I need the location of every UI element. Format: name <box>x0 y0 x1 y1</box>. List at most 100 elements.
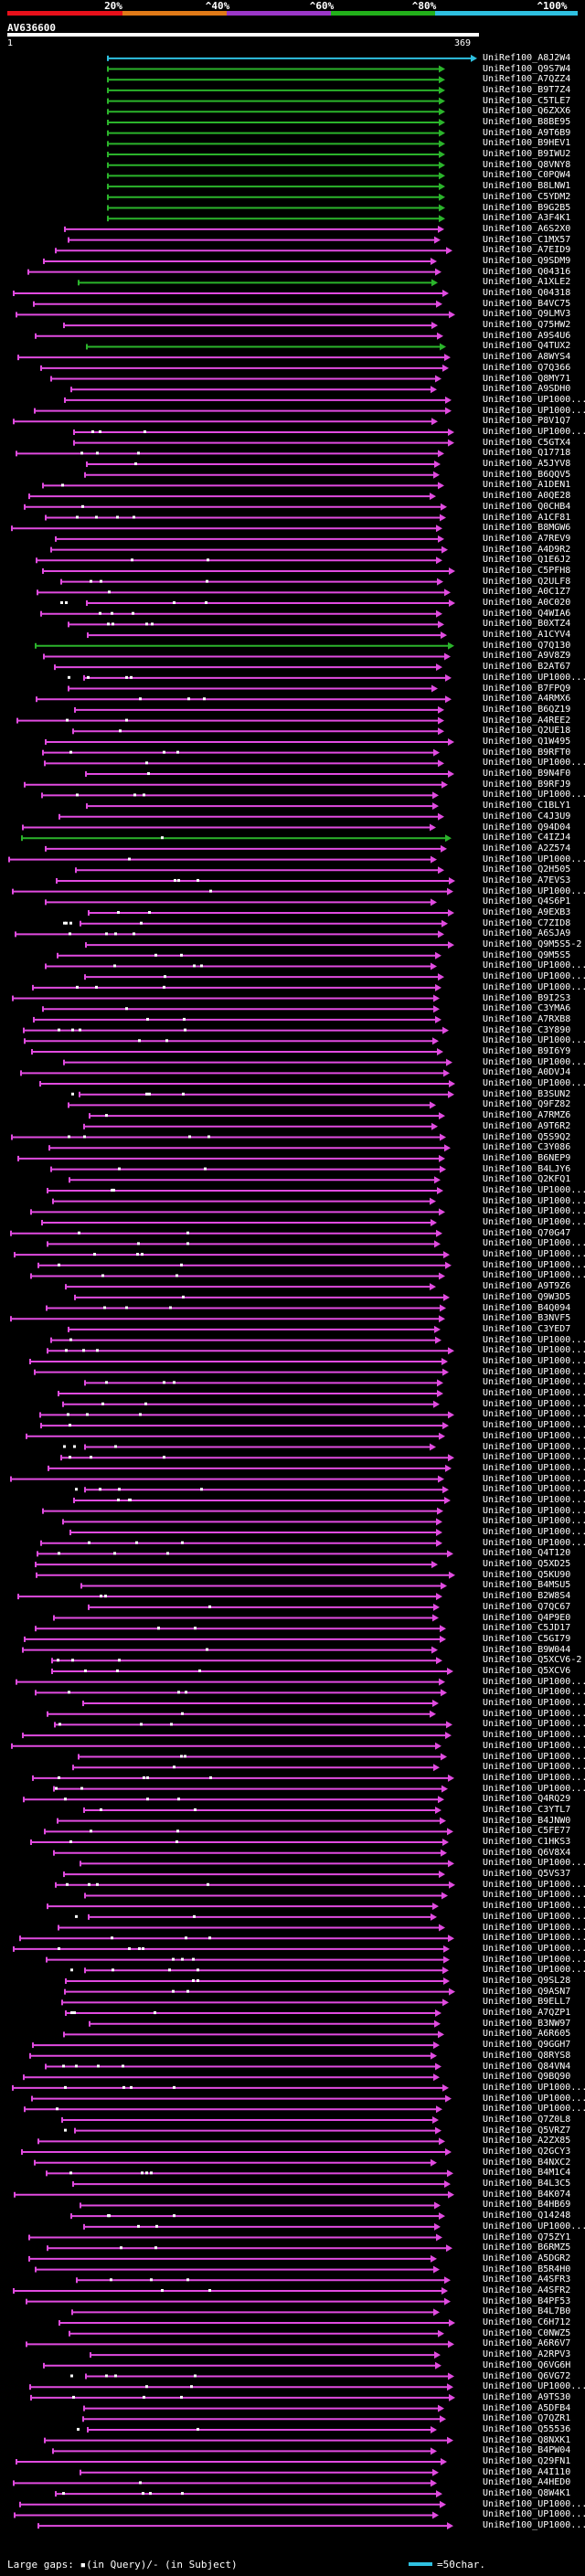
hit-id-link[interactable]: UniRef100_UP1000... <box>483 1462 585 1473</box>
hit-id-link[interactable]: UniRef100_UP1000... <box>483 1516 585 1527</box>
hit-id-link[interactable]: UniRef100_A9EXB3 <box>483 907 571 918</box>
hit-id-link[interactable]: UniRef100_C5PFH8 <box>483 565 571 576</box>
hit-id-link[interactable]: UniRef100_Q9W3D5 <box>483 1291 571 1302</box>
hit-id-link[interactable]: UniRef100_UP1000... <box>483 1890 585 1901</box>
hit-id-link[interactable]: UniRef100_Q84VN4 <box>483 2061 571 2072</box>
hit-id-link[interactable]: UniRef100_A9T9Z6 <box>483 1281 571 1292</box>
hit-id-link[interactable]: UniRef100_Q55536 <box>483 2423 571 2434</box>
hit-id-link[interactable]: UniRef100_C1HKS3 <box>483 1837 571 1848</box>
hit-id-link[interactable]: UniRef100_Q7Q366 <box>483 362 571 373</box>
hit-id-link[interactable]: UniRef100_UP1000... <box>483 2509 585 2520</box>
hit-id-link[interactable]: UniRef100_Q2UE18 <box>483 726 571 737</box>
hit-id-link[interactable]: UniRef100_UP1000... <box>483 1751 585 1762</box>
hit-id-link[interactable]: UniRef100_B8LNW1 <box>483 181 571 192</box>
hit-id-link[interactable]: UniRef100_Q17718 <box>483 448 571 459</box>
hit-id-link[interactable]: UniRef100_UP1000... <box>483 1195 585 1206</box>
hit-id-link[interactable]: UniRef100_A8WYS4 <box>483 352 571 363</box>
hit-id-link[interactable]: UniRef100_A0QE28 <box>483 491 571 502</box>
hit-id-link[interactable]: UniRef100_A3F4K1 <box>483 213 571 224</box>
hit-id-link[interactable]: UniRef100_A8J2W4 <box>483 52 571 63</box>
hit-id-link[interactable]: UniRef100_UP1000... <box>483 1933 585 1944</box>
hit-id-link[interactable]: UniRef100_UP1000... <box>483 1687 585 1698</box>
hit-id-link[interactable]: UniRef100_A7EID9 <box>483 245 571 256</box>
hit-id-link[interactable]: UniRef100_UP1000... <box>483 1334 585 1345</box>
hit-id-link[interactable]: UniRef100_Q9ASN7 <box>483 1986 571 1997</box>
hit-id-link[interactable]: UniRef100_Q5S9Q2 <box>483 1131 571 1142</box>
hit-id-link[interactable]: UniRef100_C4IZJ4 <box>483 832 571 843</box>
hit-id-link[interactable]: UniRef100_C4J3U9 <box>483 811 571 822</box>
hit-id-link[interactable]: UniRef100_C1MX57 <box>483 234 571 245</box>
hit-id-link[interactable]: UniRef100_A2ZX85 <box>483 2136 571 2147</box>
hit-id-link[interactable]: UniRef100_A1CYV4 <box>483 630 571 641</box>
hit-id-link[interactable]: UniRef100_A6R6V7 <box>483 2338 571 2349</box>
hit-id-link[interactable]: UniRef100_A4D9R2 <box>483 544 571 555</box>
hit-id-link[interactable]: UniRef100_A5DGR2 <box>483 2253 571 2263</box>
hit-id-link[interactable]: UniRef100_A5DFB4 <box>483 2402 571 2413</box>
hit-id-link[interactable]: UniRef100_A1DEN1 <box>483 480 571 491</box>
hit-id-link[interactable]: UniRef100_UP1000... <box>483 1494 585 1505</box>
hit-id-link[interactable]: UniRef100_A7QZP1 <box>483 2008 571 2019</box>
hit-id-link[interactable]: UniRef100_UP1000... <box>483 971 585 982</box>
hit-id-link[interactable]: UniRef100_UP1000... <box>483 2498 585 2509</box>
hit-id-link[interactable]: UniRef100_A4RMX6 <box>483 694 571 705</box>
hit-id-link[interactable]: UniRef100_A7RXB8 <box>483 1013 571 1024</box>
hit-id-link[interactable]: UniRef100_UP1000... <box>483 1484 585 1495</box>
hit-id-link[interactable]: UniRef100_UP1000... <box>483 1676 585 1687</box>
hit-id-link[interactable]: UniRef100_UP1000... <box>483 1430 585 1441</box>
hit-id-link[interactable]: UniRef100_UP1000... <box>483 1858 585 1869</box>
hit-id-link[interactable]: UniRef100_Q2ULF8 <box>483 576 571 587</box>
hit-id-link[interactable]: UniRef100_UP1000... <box>483 1954 585 1965</box>
hit-id-link[interactable]: UniRef100_Q8MY71 <box>483 373 571 384</box>
hit-id-link[interactable]: UniRef100_B9I6Y9 <box>483 1045 571 1056</box>
hit-id-link[interactable]: UniRef100_Q5KU90 <box>483 1569 571 1580</box>
hit-id-link[interactable]: UniRef100_B9I2S3 <box>483 992 571 1003</box>
hit-id-link[interactable]: UniRef100_UP1000... <box>483 1719 585 1730</box>
hit-id-link[interactable]: UniRef100_B9IWU2 <box>483 149 571 160</box>
hit-id-link[interactable]: UniRef100_Q2KFQ1 <box>483 1174 571 1185</box>
hit-id-link[interactable]: UniRef100_B4Q094 <box>483 1302 571 1313</box>
hit-id-link[interactable]: UniRef100_Q9SDM9 <box>483 255 571 266</box>
hit-id-link[interactable]: UniRef100_B5R4H0 <box>483 2263 571 2274</box>
hit-id-link[interactable]: UniRef100_A9S4U6 <box>483 330 571 341</box>
hit-id-link[interactable]: UniRef100_UP1000... <box>483 1249 585 1260</box>
hit-id-link[interactable]: UniRef100_B9RFJ9 <box>483 779 571 790</box>
hit-id-link[interactable]: UniRef100_A7EVS3 <box>483 875 571 885</box>
hit-id-link[interactable]: UniRef100_C5GI79 <box>483 1633 571 1644</box>
hit-id-link[interactable]: UniRef100_B3NVF5 <box>483 1313 571 1324</box>
hit-id-link[interactable]: UniRef100_B3SUN2 <box>483 1088 571 1099</box>
hit-id-link[interactable]: UniRef100_UP1000... <box>483 1708 585 1719</box>
hit-id-link[interactable]: UniRef100_Q5VRZ7 <box>483 2125 571 2136</box>
hit-id-link[interactable]: UniRef100_A9SDH0 <box>483 384 571 395</box>
hit-id-link[interactable]: UniRef100_Q9GGH7 <box>483 2040 571 2051</box>
hit-id-link[interactable]: UniRef100_Q1W495 <box>483 736 571 747</box>
hit-id-link[interactable]: UniRef100_A4REE2 <box>483 715 571 726</box>
hit-id-link[interactable]: UniRef100_B4NXC2 <box>483 2157 571 2168</box>
hit-id-link[interactable]: UniRef100_B8MGW6 <box>483 523 571 534</box>
hit-id-link[interactable]: UniRef100_UP1000... <box>483 2221 585 2231</box>
hit-id-link[interactable]: UniRef100_UP1000... <box>483 1409 585 1420</box>
hit-id-link[interactable]: UniRef100_B6RMZ5 <box>483 2242 571 2253</box>
hit-id-link[interactable]: UniRef100_B2W8S4 <box>483 1591 571 1602</box>
hit-id-link[interactable]: UniRef100_UP1000... <box>483 1527 585 1538</box>
hit-id-link[interactable]: UniRef100_Q7QZR1 <box>483 2413 571 2424</box>
hit-id-link[interactable]: UniRef100_B4MSU5 <box>483 1580 571 1591</box>
hit-id-link[interactable]: UniRef100_C3YED7 <box>483 1323 571 1334</box>
hit-id-link[interactable]: UniRef100_UP1000... <box>483 1345 585 1356</box>
hit-id-link[interactable]: UniRef100_UP1000... <box>483 790 585 800</box>
hit-id-link[interactable]: UniRef100_UP1000... <box>483 1056 585 1067</box>
hit-id-link[interactable]: UniRef100_Q9M5S5 <box>483 949 571 960</box>
hit-id-link[interactable]: UniRef100_C5GTX4 <box>483 437 571 448</box>
hit-id-link[interactable]: UniRef100_UP1000... <box>483 1035 585 1046</box>
hit-id-link[interactable]: UniRef100_A9TS30 <box>483 2391 571 2402</box>
hit-id-link[interactable]: UniRef100_UP1000... <box>483 981 585 992</box>
hit-id-link[interactable]: UniRef100_UP1000... <box>483 1473 585 1484</box>
hit-id-link[interactable]: UniRef100_B4L3C5 <box>483 2178 571 2189</box>
hit-id-link[interactable]: UniRef100_P8V1Q7 <box>483 416 571 427</box>
hit-id-link[interactable]: UniRef100_B4PW04 <box>483 2445 571 2456</box>
hit-id-link[interactable]: UniRef100_UP1000... <box>483 1355 585 1366</box>
hit-id-link[interactable]: UniRef100_A9T6R2 <box>483 1120 571 1131</box>
hit-id-link[interactable]: UniRef100_C3YMA6 <box>483 1003 571 1014</box>
hit-id-link[interactable]: UniRef100_UP1000... <box>483 885 585 896</box>
hit-id-link[interactable]: UniRef100_Q9SL28 <box>483 1975 571 1986</box>
hit-id-link[interactable]: UniRef100_B4K074 <box>483 2189 571 2200</box>
